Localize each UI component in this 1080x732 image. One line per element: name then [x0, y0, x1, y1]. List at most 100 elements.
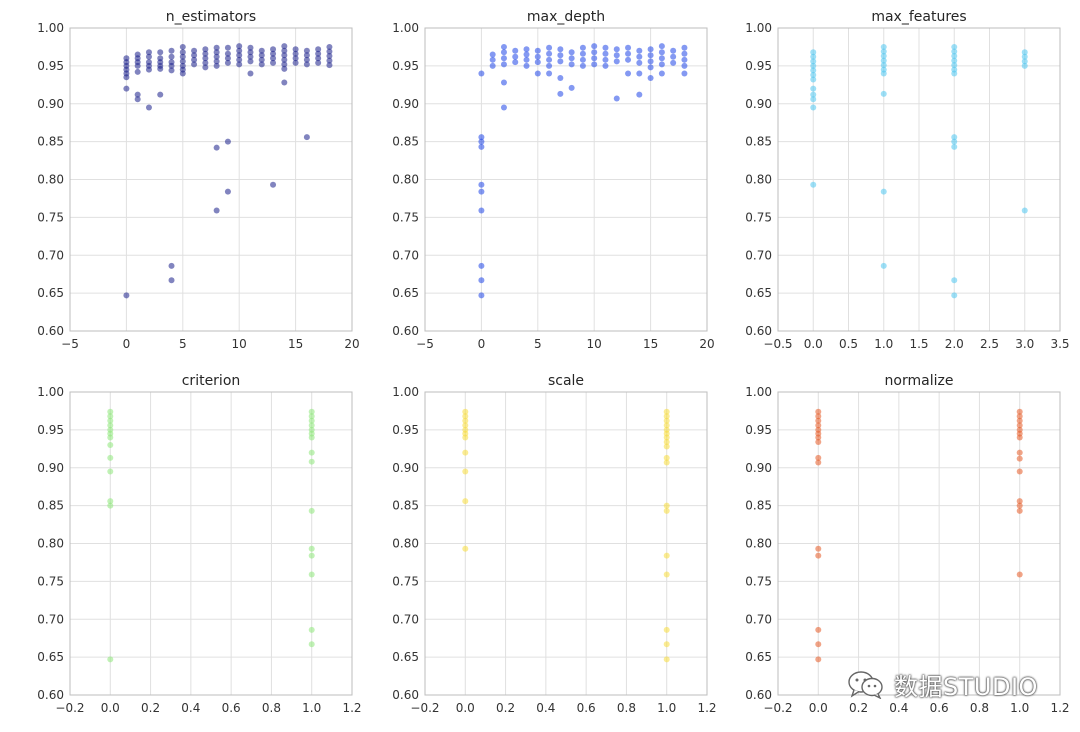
- x-tick-label: 0.5: [839, 337, 858, 351]
- data-point: [663, 438, 670, 445]
- data-point: [224, 55, 231, 62]
- data-point: [191, 61, 198, 68]
- x-tick-label: 0.6: [930, 701, 949, 715]
- y-tick-label: 0.90: [392, 97, 419, 111]
- data-point: [602, 50, 609, 57]
- data-point: [168, 277, 175, 284]
- x-tick-label: 1.0: [657, 701, 676, 715]
- x-tick-label: 10: [232, 337, 247, 351]
- data-point: [179, 43, 186, 50]
- axes-frame: [69, 27, 353, 332]
- data-point: [478, 207, 485, 214]
- y-tick-label: 0.75: [745, 210, 772, 224]
- data-point: [326, 53, 333, 60]
- data-point: [951, 143, 958, 150]
- data-point: [670, 53, 677, 60]
- x-tick-label: 0.6: [577, 701, 596, 715]
- data-point: [326, 57, 333, 64]
- data-point: [647, 52, 654, 59]
- data-point: [951, 48, 958, 55]
- data-point: [613, 52, 620, 59]
- y-tick-label: 0.85: [392, 499, 419, 513]
- axes-frame: [777, 27, 1061, 332]
- x-tick-label: 0.8: [617, 701, 636, 715]
- data-point: [557, 58, 564, 65]
- data-point: [663, 507, 670, 514]
- data-point: [523, 51, 530, 58]
- data-point: [810, 96, 817, 103]
- data-point: [1021, 58, 1028, 65]
- data-point: [478, 134, 485, 141]
- data-point: [1016, 498, 1023, 505]
- data-point: [326, 62, 333, 69]
- data-point: [681, 44, 688, 51]
- data-point: [134, 62, 141, 69]
- data-point: [613, 95, 620, 102]
- data-point: [647, 74, 654, 81]
- y-tick-label: 0.65: [37, 650, 64, 664]
- data-point: [523, 46, 530, 53]
- x-tick-label: 0.0: [804, 337, 823, 351]
- y-tick-label: 0.95: [745, 59, 772, 73]
- data-point: [663, 434, 670, 441]
- x-tick-label: −0.5: [763, 337, 792, 351]
- y-tick-label: 0.95: [37, 59, 64, 73]
- data-point: [880, 188, 887, 195]
- x-tick-label: 0.8: [262, 701, 281, 715]
- data-point: [815, 626, 822, 633]
- y-tick-label: 0.90: [37, 461, 64, 475]
- data-point: [534, 70, 541, 77]
- data-point: [810, 49, 817, 56]
- data-point: [880, 62, 887, 69]
- data-point: [557, 46, 564, 53]
- y-tick-label: 0.85: [745, 135, 772, 149]
- data-point: [810, 53, 817, 60]
- data-point: [236, 61, 243, 68]
- data-point: [213, 144, 220, 151]
- data-point: [270, 55, 277, 62]
- data-point: [107, 413, 114, 420]
- data-point: [258, 61, 265, 68]
- y-tick-label: 0.80: [37, 537, 64, 551]
- data-point: [1016, 455, 1023, 462]
- data-point: [308, 449, 315, 456]
- data-point: [462, 413, 469, 420]
- data-point: [815, 545, 822, 552]
- data-point: [308, 507, 315, 514]
- data-point: [202, 50, 209, 57]
- data-point: [224, 50, 231, 57]
- x-tick-label: 5: [179, 337, 187, 351]
- data-point: [281, 43, 288, 50]
- data-point: [462, 449, 469, 456]
- y-tick-label: 0.80: [37, 173, 64, 187]
- data-point: [810, 58, 817, 65]
- data-point: [663, 454, 670, 461]
- data-point: [308, 408, 315, 415]
- axes-frame: [424, 27, 708, 332]
- y-tick-label: 0.60: [392, 688, 419, 702]
- data-point: [308, 417, 315, 424]
- y-tick-label: 0.75: [37, 210, 64, 224]
- data-point: [107, 454, 114, 461]
- x-tick-label: 0: [123, 337, 131, 351]
- y-tick-label: 0.75: [37, 574, 64, 588]
- data-point: [663, 571, 670, 578]
- data-point: [810, 71, 817, 78]
- data-point: [663, 422, 670, 429]
- data-point: [810, 104, 817, 111]
- data-point: [145, 66, 152, 73]
- data-point: [1016, 507, 1023, 514]
- data-point: [281, 65, 288, 72]
- data-point: [500, 55, 507, 62]
- data-point: [462, 498, 469, 505]
- data-point: [270, 50, 277, 57]
- data-point: [810, 85, 817, 92]
- data-point: [462, 417, 469, 424]
- y-tick-label: 0.90: [392, 461, 419, 475]
- data-point: [134, 91, 141, 98]
- x-tick-label: 0.2: [141, 701, 160, 715]
- x-tick-label: −0.2: [763, 701, 792, 715]
- y-tick-label: 0.80: [745, 537, 772, 551]
- data-point: [315, 46, 322, 53]
- data-point: [462, 408, 469, 415]
